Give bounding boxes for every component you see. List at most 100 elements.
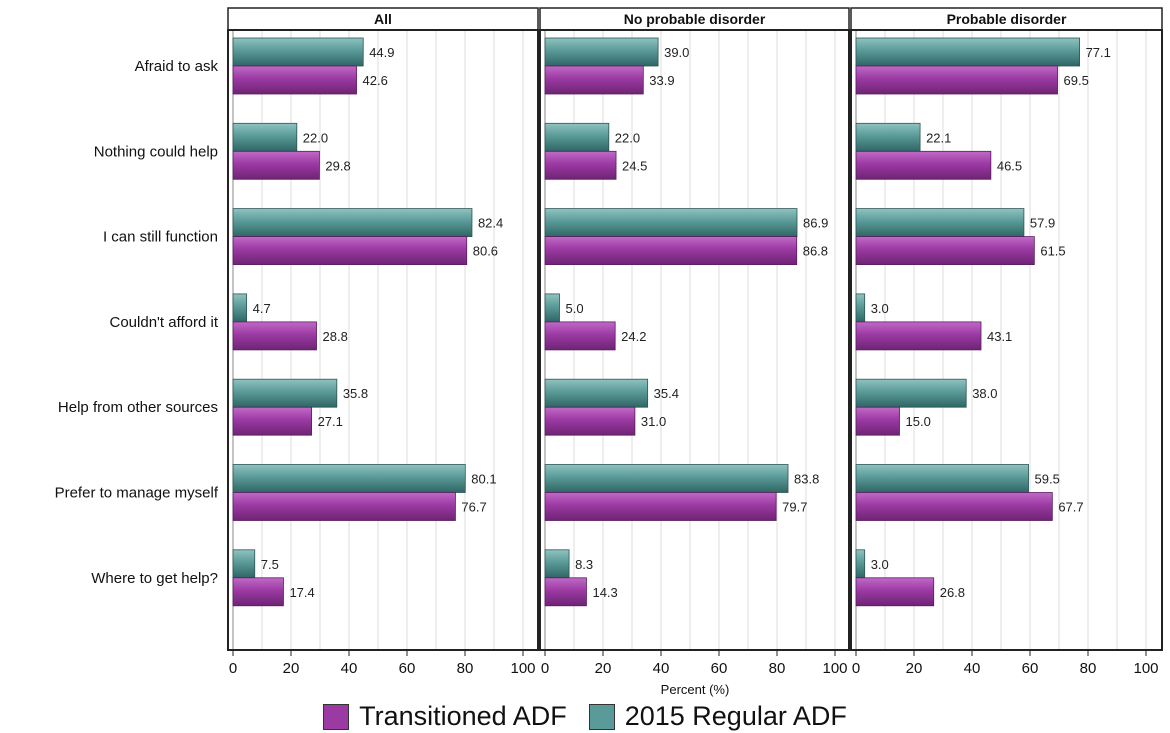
chart: Afraid to ask Nothing could help I can sti… bbox=[55, 7, 1163, 697]
data-label-regular: 5.0 bbox=[566, 301, 584, 316]
data-label-regular: 83.8 bbox=[794, 472, 819, 487]
x-tick-label: 20 bbox=[906, 660, 923, 677]
x-tick-label: 80 bbox=[457, 660, 474, 677]
x-tick-label: 100 bbox=[822, 660, 847, 677]
x-tick-label: 0 bbox=[541, 660, 549, 677]
data-label-regular: 35.8 bbox=[343, 386, 368, 401]
bar-transitioned bbox=[232, 150, 320, 180]
data-label-transitioned: 14.3 bbox=[592, 585, 617, 600]
bar-transitioned bbox=[544, 406, 636, 436]
data-label-transitioned: 46.5 bbox=[997, 158, 1022, 173]
bar-transitioned bbox=[855, 65, 1058, 95]
bar-regular bbox=[544, 122, 610, 152]
bar-regular bbox=[855, 464, 1029, 493]
x-tick-label: 20 bbox=[283, 660, 300, 677]
data-label-regular: 82.4 bbox=[478, 216, 503, 231]
data-label-transitioned: 43.1 bbox=[987, 329, 1012, 344]
legend-label-regular: 2015 Regular ADF bbox=[624, 701, 847, 731]
bar-regular bbox=[232, 208, 473, 238]
bar-transitioned bbox=[544, 150, 617, 180]
data-label-transitioned: 42.6 bbox=[363, 73, 388, 88]
bar-transitioned bbox=[232, 236, 468, 266]
x-tick-label: 80 bbox=[1080, 660, 1097, 677]
panel-border bbox=[850, 29, 1163, 651]
x-tick-label: 40 bbox=[653, 660, 670, 677]
data-label-regular: 22.0 bbox=[615, 130, 640, 145]
data-label-transitioned: 26.8 bbox=[940, 585, 965, 600]
x-tick-label: 0 bbox=[229, 660, 237, 677]
bar-regular bbox=[855, 549, 866, 579]
panel-border bbox=[539, 29, 850, 651]
data-label-regular: 22.1 bbox=[926, 130, 951, 145]
data-label-regular: 44.9 bbox=[369, 45, 394, 60]
bar-transitioned bbox=[855, 150, 992, 180]
data-label-regular: 39.0 bbox=[664, 45, 689, 60]
data-label-transitioned: 67.7 bbox=[1058, 500, 1083, 515]
panel-title: Probable disorder bbox=[947, 11, 1067, 27]
bar-regular bbox=[544, 464, 789, 493]
data-label-transitioned: 17.4 bbox=[289, 585, 314, 600]
bar-regular bbox=[232, 122, 298, 152]
bar-regular bbox=[544, 37, 659, 67]
bar-regular bbox=[232, 293, 248, 323]
bar-transitioned bbox=[232, 321, 317, 351]
data-label-transitioned: 76.7 bbox=[461, 500, 486, 515]
bar-regular bbox=[544, 549, 570, 579]
data-label-regular: 80.1 bbox=[471, 472, 496, 487]
bar-regular bbox=[544, 378, 649, 408]
x-tick-label: 100 bbox=[510, 660, 535, 677]
panel-title: No probable disorder bbox=[624, 11, 766, 27]
data-label-regular: 7.5 bbox=[261, 557, 279, 572]
bar-transitioned bbox=[855, 406, 900, 436]
bar-transitioned bbox=[855, 492, 1053, 521]
bar-regular bbox=[232, 37, 364, 67]
bar-regular bbox=[855, 378, 967, 408]
data-label-transitioned: 80.6 bbox=[473, 244, 498, 259]
x-tick-label: 60 bbox=[711, 660, 728, 677]
data-label-transitioned: 86.8 bbox=[803, 244, 828, 259]
legend-swatch-transitioned bbox=[323, 703, 350, 730]
bar-regular bbox=[855, 208, 1025, 238]
bar-regular bbox=[855, 37, 1080, 67]
x-tick-label: 60 bbox=[1022, 660, 1039, 677]
category-label: Nothing could help bbox=[94, 143, 218, 160]
category-label: Prefer to manage myself bbox=[55, 485, 219, 502]
data-label-transitioned: 28.8 bbox=[323, 329, 348, 344]
legend: Transitioned ADF 2015 Regular ADF bbox=[0, 700, 1170, 733]
bar-transitioned bbox=[544, 321, 616, 351]
data-label-transitioned: 24.2 bbox=[621, 329, 646, 344]
x-tick-label: 0 bbox=[852, 660, 860, 677]
x-tick-label: 100 bbox=[1133, 660, 1158, 677]
category-label: I can still function bbox=[103, 229, 218, 246]
bar-regular bbox=[855, 293, 866, 323]
data-label-transitioned: 69.5 bbox=[1064, 73, 1089, 88]
category-label: Help from other sources bbox=[58, 399, 218, 416]
bar-transitioned bbox=[544, 236, 798, 266]
legend-swatch-regular bbox=[588, 703, 615, 730]
bar-regular bbox=[232, 378, 338, 408]
data-label-regular: 3.0 bbox=[871, 557, 889, 572]
panel-title: All bbox=[374, 11, 392, 27]
bar-transitioned bbox=[855, 577, 935, 607]
data-label-regular: 4.7 bbox=[253, 301, 271, 316]
legend-item-regular: 2015 Regular ADF bbox=[588, 701, 847, 732]
bar-regular bbox=[232, 464, 466, 493]
bar-regular bbox=[544, 293, 560, 323]
category-label: Where to get help? bbox=[91, 570, 218, 587]
x-axis-label: Percent (%) bbox=[661, 682, 730, 697]
x-tick-label: 40 bbox=[964, 660, 981, 677]
category-label: Couldn't afford it bbox=[110, 314, 219, 331]
bar-transitioned bbox=[855, 321, 982, 351]
bar-transitioned bbox=[232, 65, 357, 95]
data-label-regular: 35.4 bbox=[654, 386, 679, 401]
data-label-regular: 86.9 bbox=[803, 216, 828, 231]
bar-transitioned bbox=[232, 406, 312, 436]
data-label-regular: 3.0 bbox=[871, 301, 889, 316]
x-tick-label: 20 bbox=[595, 660, 612, 677]
data-label-regular: 77.1 bbox=[1086, 45, 1111, 60]
bar-regular bbox=[544, 208, 798, 238]
bar-transitioned bbox=[855, 236, 1035, 266]
legend-item-transitioned: Transitioned ADF bbox=[323, 701, 567, 732]
data-label-transitioned: 29.8 bbox=[325, 158, 350, 173]
bar-transitioned bbox=[232, 492, 456, 521]
